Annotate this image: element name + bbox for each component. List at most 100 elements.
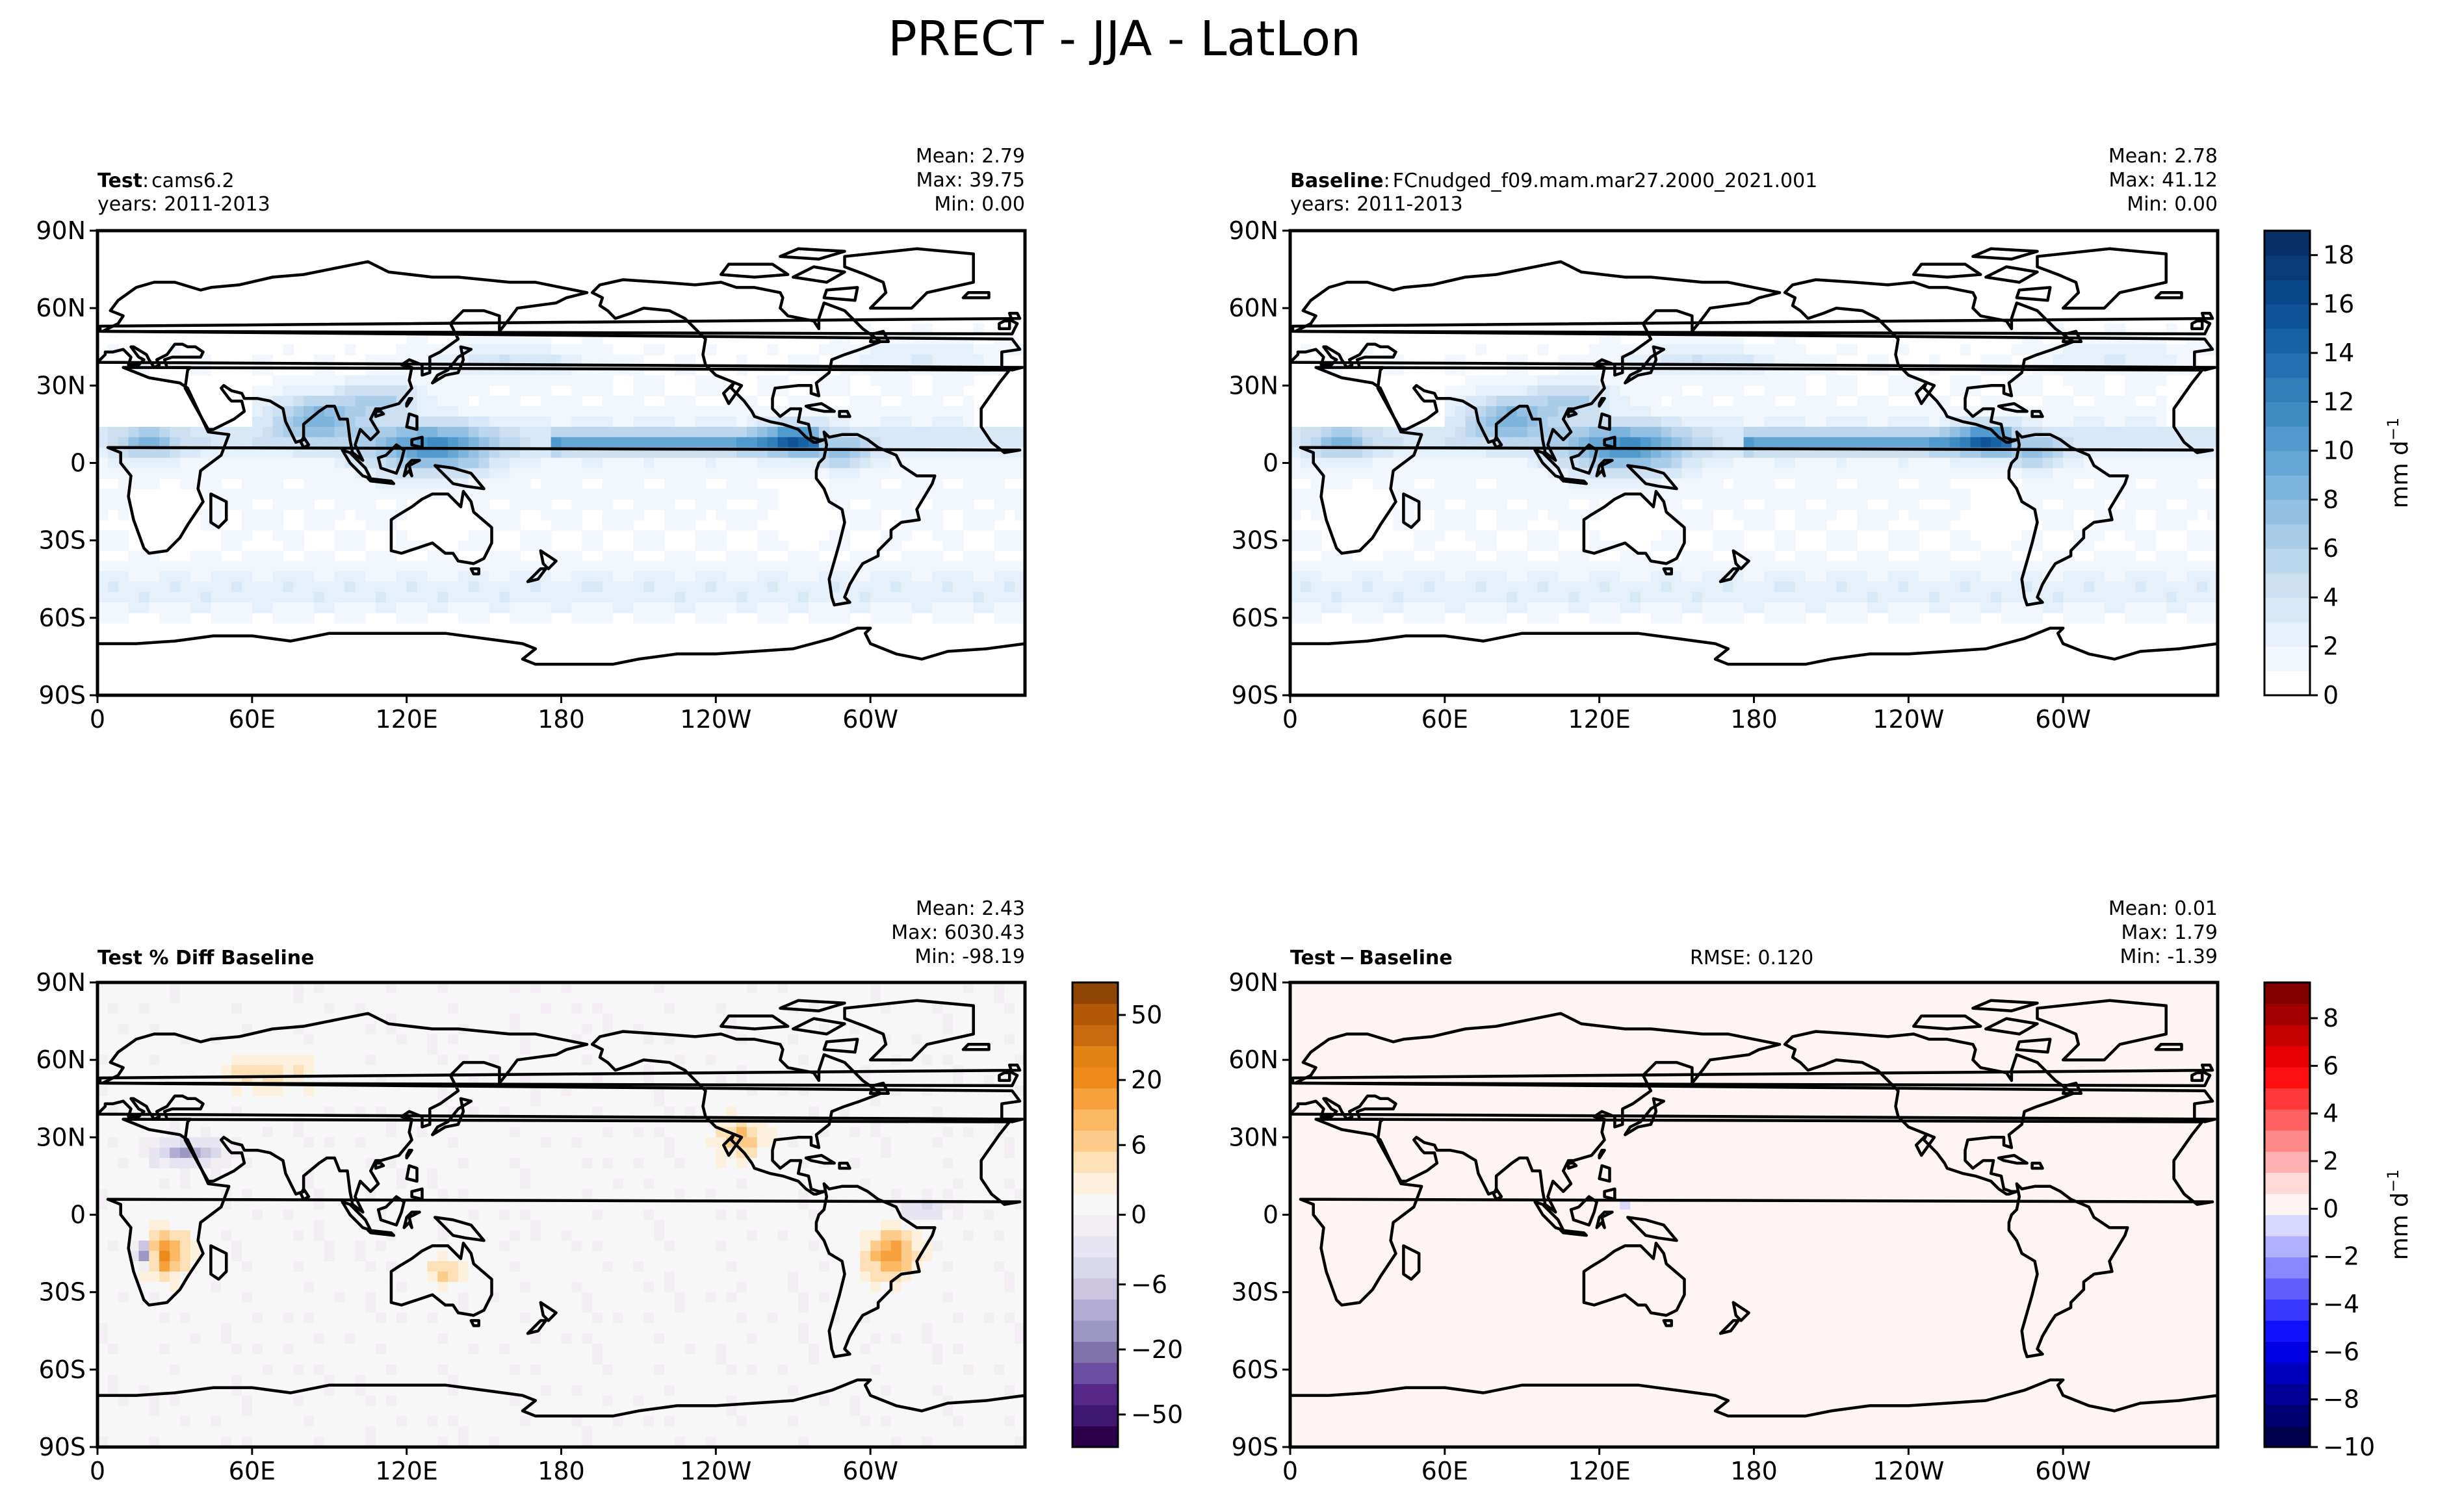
panel-diff: Test − Baseline RMSE: 0.120 Mean: 0.01 Max… (1228, 897, 2220, 1485)
colorbar-swatch (2264, 1045, 2310, 1068)
colorbar-swatch (2264, 1025, 2310, 1047)
x-tick-label: 0 (1282, 1457, 1298, 1485)
colorbar-swatch (2264, 377, 2310, 403)
colorbar-swatch (2264, 1214, 2310, 1237)
x-tick-label: 180 (538, 1457, 585, 1485)
colorbar-swatch (2264, 1130, 2310, 1152)
x-tick-label: 120E (1568, 1457, 1631, 1485)
colorbar-swatch (2264, 328, 2310, 353)
colorbar-swatch (1072, 1214, 1118, 1237)
colorbar-swatch (1072, 1257, 1118, 1279)
coastlines-test (97, 247, 1025, 695)
colorbar-swatch (2264, 475, 2310, 500)
map-baseline (1290, 231, 2218, 695)
x-tick-label: 120E (375, 705, 438, 734)
y-tick-label: 90N (1228, 968, 1278, 997)
panel-test-name: cams6.2 (151, 170, 234, 192)
y-tick-label: 90S (1232, 1433, 1278, 1461)
colorbar-swatch (2264, 231, 2310, 256)
colorbar-pctdiff: −50 −20 −6 0 6 20 50 (1071, 981, 1183, 1448)
colorbar-swatch (2264, 279, 2310, 305)
colorbar-swatch (2264, 671, 2310, 696)
colorbar-swatch (1072, 1426, 1118, 1448)
colorbar-swatch (1072, 1151, 1118, 1173)
colorbar-swatch (2264, 1109, 2310, 1131)
colorbar-swatch (1072, 1025, 1118, 1047)
panel-pctdiff-label: Test % Diff Baseline (97, 947, 315, 969)
colorbar-swatch (1072, 1067, 1118, 1089)
y-tick-label: 30N (1228, 1123, 1278, 1151)
colorbar-swatch (1072, 1109, 1118, 1131)
panel-diff-min: Min: -1.39 (2120, 945, 2218, 968)
panel-pctdiff-mean: Mean: 2.43 (916, 897, 1025, 920)
colorbar-swatch (1072, 1341, 1118, 1363)
colorbar-label: mm d−1 (2384, 418, 2413, 509)
panel-test-min: Min: 0.00 (934, 193, 1025, 216)
panel-pctdiff: Test % Diff Baseline Mean: 2.43 Max: 603… (36, 897, 1027, 1485)
x-tick-label: 0 (90, 1457, 105, 1485)
panel-baseline: Baseline: FCnudged_f09.mam.mar27.2000_202… (1228, 145, 2220, 734)
colorbar-tick-label: 2 (2323, 1147, 2339, 1175)
svg-text:Baseline:FCnudged_f09.mam.mar2: Baseline: FCnudged_f09.mam.mar27.2000_202… (1290, 170, 1817, 192)
panel-baseline-mean: Mean: 2.78 (2108, 145, 2218, 168)
colorbar-swatch (2264, 622, 2310, 647)
map-diff (1290, 982, 2218, 1447)
colorbar-swatch (1072, 1363, 1118, 1385)
colorbar-tick-label: 20 (1131, 1066, 1162, 1094)
colorbar-swatch (1072, 1320, 1118, 1342)
panel-diff-sep: − (1339, 947, 1355, 969)
colorbar-swatch (2264, 1151, 2310, 1173)
colorbar-swatch (2264, 402, 2310, 427)
x-tick-label: 60E (229, 1457, 276, 1485)
colorbar-tick-label: 16 (2323, 290, 2354, 318)
panel-pctdiff-max: Max: 6030.43 (891, 921, 1025, 944)
y-tick-label: 30N (36, 371, 86, 400)
colorbar-swatch (1072, 1236, 1118, 1258)
colorbar-tick-label: 8 (2323, 1004, 2339, 1032)
colorbar-swatch (2264, 303, 2310, 329)
colorbar-tick-label: −4 (2323, 1290, 2359, 1318)
y-tick-label: 30S (1232, 1278, 1278, 1307)
panel-diff-name: Baseline (1359, 947, 1453, 969)
colorbar-tick-label: 6 (2323, 1051, 2339, 1080)
panel-diff-mean: Mean: 0.01 (2108, 897, 2218, 920)
panel-baseline-name: FCnudged_f09.mam.mar27.2000_2021.001 (1393, 170, 1818, 192)
panel-test-sep: : (142, 170, 149, 192)
colorbar-tick-label: 4 (2323, 1099, 2339, 1128)
colorbar-swatch (2264, 1278, 2310, 1300)
panel-pctdiff-min: Min: -98.19 (914, 945, 1025, 968)
colorbar-swatch (1072, 1172, 1118, 1194)
panel-test-mean: Mean: 2.79 (916, 145, 1025, 168)
colorbar-swatch (1072, 1003, 1118, 1025)
colorbar-tick-label: 18 (2323, 241, 2354, 270)
colorbar-swatch (2264, 524, 2310, 549)
figure-title: PRECT - JJA - LatLon (888, 11, 1361, 67)
panel-test-label: Test (97, 170, 142, 192)
y-tick-label: 60S (1232, 604, 1278, 632)
colorbar-swatch (1072, 1278, 1118, 1300)
colorbar-swatch (2264, 426, 2310, 452)
colorbar-swatch (2264, 1383, 2310, 1405)
y-tick-label: 0 (1263, 1201, 1278, 1229)
colorbar-swatch (2264, 1236, 2310, 1258)
y-tick-label: 0 (70, 1201, 86, 1229)
colorbar-swatch (1072, 1088, 1118, 1110)
colorbar-swatch (1072, 1194, 1118, 1216)
colorbar-swatch (2264, 982, 2310, 1005)
colorbar-tick-label: 4 (2323, 583, 2339, 611)
panel-test-years: years: 2011-2013 (97, 193, 270, 216)
y-tick-label: 90S (39, 681, 86, 710)
y-tick-label: 0 (70, 449, 86, 478)
colorbar-swatch (2264, 597, 2310, 622)
panel-diff-rmse: RMSE: 0.120 (1690, 947, 1813, 969)
panel-diff-max: Max: 1.79 (2121, 921, 2218, 944)
panel-test-max: Max: 39.75 (916, 169, 1025, 192)
x-tick-label: 60W (842, 705, 898, 734)
colorbar-swatch (2264, 1363, 2310, 1385)
y-tick-label: 30S (1232, 526, 1278, 555)
y-tick-label: 60N (36, 294, 86, 322)
x-tick-label: 0 (90, 705, 105, 734)
x-tick-label: 0 (1282, 705, 1298, 734)
colorbar-swatch (2264, 1257, 2310, 1279)
